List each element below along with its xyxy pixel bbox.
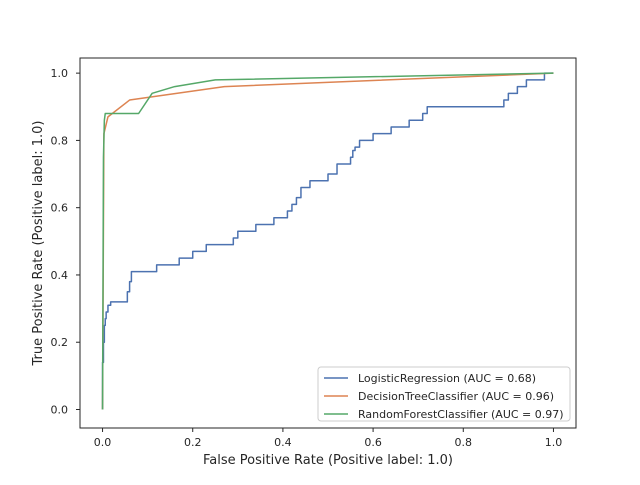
x-tick-label: 0.4 [274,436,292,449]
y-tick-label: 0.6 [51,202,69,215]
legend-box [317,366,571,422]
y-tick-label: 0.8 [51,134,69,147]
x-tick-label: 1.0 [545,436,563,449]
legend: LogisticRegression (AUC = 0.68) DecisionT… [317,366,571,422]
y-tick-label: 0.0 [51,404,69,417]
y-axis-label: True Positive Rate (Positive label: 1.0) [31,121,46,367]
legend-label-0: LogisticRegression (AUC = 0.68) [358,372,536,385]
legend-label-1: DecisionTreeClassifier (AUC = 0.96) [358,390,554,403]
x-axis-label: False Positive Rate (Positive label: 1.0… [203,453,453,468]
x-tick-label: 0.8 [455,436,473,449]
legend-label-2: RandomForestClassifier (AUC = 0.97) [358,408,564,421]
y-tick-label: 0.2 [51,336,69,349]
series-line-0 [101,72,554,410]
plot-background [80,58,576,428]
y-tick-label: 1.0 [51,67,69,80]
series-line-2 [101,72,554,410]
plot-frame [79,57,577,429]
x-axis-ticks: 0.0 0.2 0.4 0.6 0.8 1.0 [94,428,562,449]
x-tick-label: 0.6 [364,436,382,449]
y-tick-label: 0.4 [51,269,69,282]
x-tick-label: 0.0 [94,436,112,449]
y-axis-ticks: 0.0 0.2 0.4 0.6 0.8 1.0 [51,67,80,417]
x-tick-label: 0.2 [184,436,202,449]
series-lines [101,72,554,410]
legend-entries: LogisticRegression (AUC = 0.68) DecisionT… [324,372,564,421]
